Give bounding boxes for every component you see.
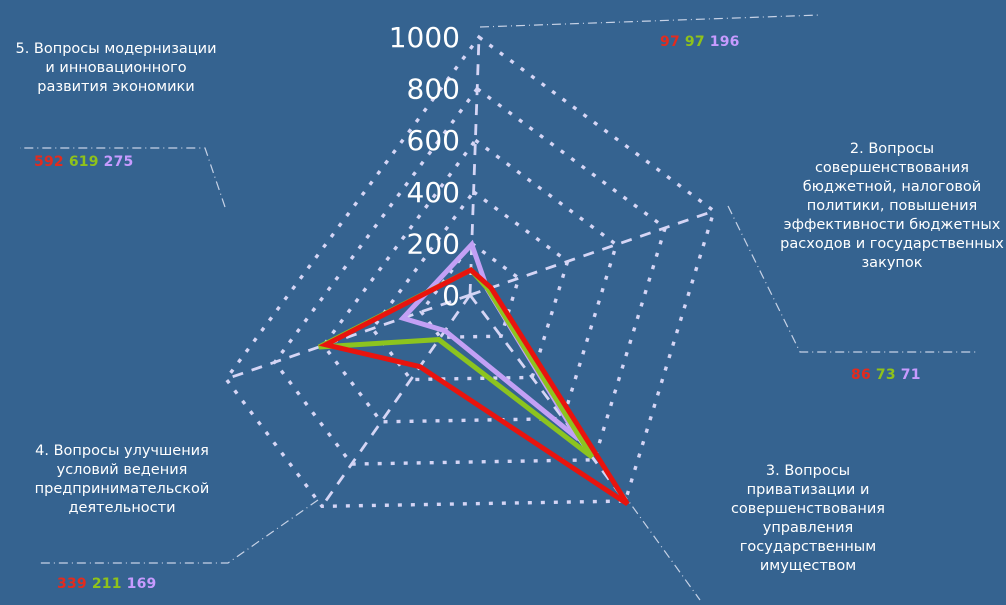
- leader-line: [20, 147, 226, 208]
- tick-label: 800: [407, 73, 460, 106]
- tick-label: 0: [442, 279, 460, 312]
- axis-label-5: 5. Вопросы модернизации и инновационного…: [15, 41, 217, 95]
- value-green: 211: [91, 576, 122, 592]
- values-axis-2: 86 73 71: [851, 367, 926, 383]
- tick-label: 600: [407, 124, 460, 157]
- value-green: 97: [684, 34, 705, 50]
- value-violet: 169: [126, 576, 157, 592]
- leader-line: [479, 14, 821, 28]
- value-violet: 275: [103, 154, 134, 170]
- values-axis-5: 592 619 275: [34, 154, 138, 170]
- grid-ring: [321, 137, 619, 424]
- leader-line: [621, 491, 701, 601]
- grid-spoke: [468, 294, 627, 502]
- tick-label: 200: [407, 227, 460, 260]
- value-red: 86: [851, 367, 871, 383]
- leader-line: [38, 499, 319, 564]
- value-violet: 196: [709, 34, 740, 50]
- value-red: 339: [57, 576, 87, 592]
- value-green: 619: [68, 154, 99, 170]
- axis-label-2: 2. Вопросы совершенствования бюджетной, …: [780, 141, 1004, 271]
- grid-spoke: [469, 209, 715, 297]
- grid-spoke: [468, 37, 481, 296]
- grid-spoke: [225, 293, 471, 381]
- axis-label-3: 3. Вопросы приватизации и совершенствова…: [730, 463, 886, 574]
- tick-label: 400: [407, 176, 460, 209]
- values-axis-1: 97 97 196: [660, 34, 745, 50]
- value-green: 73: [875, 367, 896, 383]
- leader-line: [727, 205, 978, 353]
- value-violet: 71: [900, 367, 921, 383]
- values-axis-4: 339 211 169: [57, 576, 161, 592]
- value-red: 592: [34, 154, 64, 170]
- tick-label: 1000: [389, 21, 460, 54]
- axis-label-4: 4. Вопросы улучшения условий ведения пре…: [34, 443, 210, 516]
- grid-spoke: [320, 294, 472, 508]
- series-polygon: [318, 266, 630, 507]
- value-red: 97: [660, 34, 680, 50]
